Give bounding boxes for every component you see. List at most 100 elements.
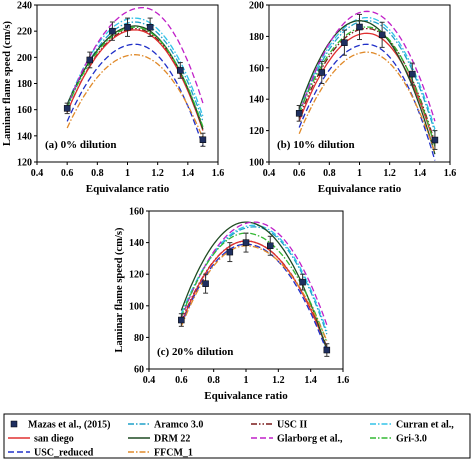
- y-tick-label: 160: [249, 63, 264, 74]
- legend-item-1: Mazas et al., (2015): [10, 420, 110, 431]
- legend-item-3: USC II: [251, 420, 307, 431]
- data-point-mazas: [267, 242, 274, 250]
- legend-label: san diego: [34, 434, 74, 445]
- y-axis-label: Laminar flame speed (cm/s): [2, 21, 13, 146]
- legend: Mazas et al., (2015) Aramco 3.0 USC II Curr…: [8, 420, 454, 459]
- x-tick-label: 1.4: [414, 168, 427, 179]
- y-tick-label: 160: [129, 207, 144, 218]
- x-tick-label: 1: [125, 168, 130, 179]
- panel-annotation: (b) 10% dilution: [277, 139, 355, 151]
- series-line-drm-22: [298, 20, 436, 155]
- x-tick-label: 1.2: [272, 375, 285, 386]
- legend-item-4: Curran et al.,: [370, 420, 454, 431]
- x-tick-label: 1.6: [337, 375, 350, 386]
- y-tick-label: 140: [129, 238, 144, 249]
- x-tick-label: 0.8: [207, 375, 220, 386]
- legend-label: USC_reduced: [34, 448, 94, 459]
- panel-annotation: (c) 20% dilution: [157, 346, 233, 358]
- data-point-mazas: [86, 56, 94, 64]
- x-tick-label: 0.6: [175, 375, 188, 386]
- series-line-glarborg-et-al: [180, 221, 328, 326]
- series-line-usc-reduced: [66, 43, 204, 147]
- x-tick-label: 0.8: [91, 168, 104, 179]
- chart-panel-2: 0.4 0.6 0.8 1 1.2 1.4 1.6 100 120 140 160 180 200 Equ…: [249, 1, 456, 196]
- y-tick-label: 120: [249, 126, 264, 137]
- data-point-mazas: [178, 316, 185, 324]
- data-point-mazas: [242, 239, 250, 246]
- y-tick-label: 180: [17, 79, 32, 90]
- panel-annotation: (a) 0% dilution: [45, 139, 117, 151]
- data-point-mazas: [226, 248, 234, 256]
- data-point-mazas: [378, 31, 386, 39]
- data-point-mazas: [124, 23, 131, 31]
- data-point-mazas: [318, 69, 326, 76]
- x-tick-label: 1.6: [444, 168, 457, 179]
- y-tick-label: 160: [17, 105, 32, 116]
- y-tick-label: 80: [134, 333, 144, 344]
- x-tick-label: 0.4: [263, 168, 276, 179]
- data-point-mazas: [356, 23, 363, 31]
- series-line-san-diego: [180, 240, 328, 349]
- data-point-mazas: [323, 346, 331, 354]
- y-tick-label: 240: [17, 1, 32, 12]
- series-line-aramco-3-0: [298, 20, 436, 133]
- legend-item-2: Aramco 3.0: [128, 420, 203, 431]
- data-point-mazas: [299, 278, 306, 286]
- y-tick-label: 140: [17, 131, 32, 142]
- legend-label: FFCM_1: [154, 448, 193, 459]
- x-tick-label: 1: [357, 168, 362, 179]
- series-line-ffcm-1: [66, 54, 204, 139]
- x-tick-label: 0.8: [323, 168, 336, 179]
- data-point-mazas: [202, 280, 209, 287]
- y-tick-label: 120: [129, 270, 144, 281]
- legend-box: [3, 413, 471, 459]
- data-point-mazas: [63, 105, 71, 112]
- legend-label: Glarborg et al.,: [277, 434, 343, 445]
- y-tick-label: 200: [17, 53, 32, 64]
- y-tick-label: 200: [249, 1, 264, 12]
- y-tick-label: 100: [129, 301, 144, 312]
- x-tick-label: 1: [244, 375, 249, 386]
- y-axis-label: Laminar flame speed (cm/s): [114, 227, 125, 352]
- legend-item-7: Glarborg et al.,: [251, 434, 343, 445]
- legend-item-9: USC_reduced: [8, 448, 94, 459]
- data-point-mazas: [199, 136, 207, 144]
- y-tick-label: 220: [17, 27, 32, 38]
- x-tick-label: 1.2: [383, 168, 396, 179]
- data-point-mazas: [409, 70, 416, 78]
- legend-label: Gri-3.0: [396, 434, 427, 445]
- legend-item-8: Gri-3.0: [370, 434, 427, 445]
- data-point-mazas: [177, 67, 184, 74]
- legend-label: Aramco 3.0: [154, 420, 203, 431]
- x-tick-label: 0.4: [31, 168, 44, 179]
- legend-label: Curran et al.,: [396, 420, 454, 431]
- data-point-mazas: [109, 27, 116, 35]
- x-tick-label: 0.6: [61, 168, 74, 179]
- x-tick-label: 1.4: [304, 375, 317, 386]
- series-line-glarborg-et-al: [298, 10, 436, 122]
- chart-panel-1: 0.4 0.6 0.8 1 1.2 1.4 1.6 120 140 160 180 200 220 240…: [2, 1, 224, 196]
- series-line-ffcm-1: [298, 51, 436, 153]
- data-point-mazas: [146, 23, 154, 31]
- x-axis-label: Equivalance ratio: [86, 183, 170, 195]
- x-tick-label: 1.2: [151, 168, 164, 179]
- y-tick-label: 180: [249, 32, 264, 43]
- x-axis-label: Equivalance ratio: [318, 183, 402, 195]
- y-tick-label: 100: [249, 158, 264, 169]
- y-tick-label: 140: [249, 95, 264, 106]
- legend-marker: [10, 420, 18, 428]
- legend-label: USC II: [277, 420, 307, 431]
- legend-item-6: DRM 22: [128, 434, 190, 445]
- legend-label: DRM 22: [154, 434, 190, 445]
- chart-panel-3: 0.4 0.6 0.8 1 1.2 1.4 1.6 60 80 100 120 140 160 Equiv…: [114, 207, 349, 403]
- x-tick-label: 1.6: [212, 168, 225, 179]
- legend-item-5: san diego: [8, 434, 74, 445]
- legend-item-10: FFCM_1: [128, 448, 193, 459]
- x-axis-label: Equivalance ratio: [204, 390, 288, 402]
- series-line-curran-et-al: [298, 16, 436, 130]
- data-point-mazas: [431, 136, 439, 144]
- y-tick-label: 60: [134, 365, 144, 376]
- legend-label: Mazas et al., (2015): [28, 420, 110, 431]
- data-point-mazas: [295, 110, 303, 117]
